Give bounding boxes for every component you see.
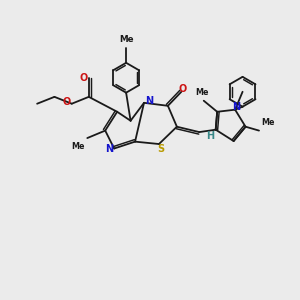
Text: H: H — [206, 131, 214, 141]
Text: Me: Me — [71, 142, 85, 151]
Text: Me: Me — [261, 118, 275, 127]
Text: Me: Me — [119, 35, 134, 44]
Text: O: O — [79, 73, 88, 83]
Text: O: O — [62, 97, 70, 107]
Text: N: N — [105, 144, 113, 154]
Text: S: S — [157, 144, 164, 154]
Text: O: O — [179, 84, 187, 94]
Text: N: N — [145, 96, 153, 106]
Text: Me: Me — [196, 88, 209, 97]
Text: N: N — [232, 102, 241, 112]
